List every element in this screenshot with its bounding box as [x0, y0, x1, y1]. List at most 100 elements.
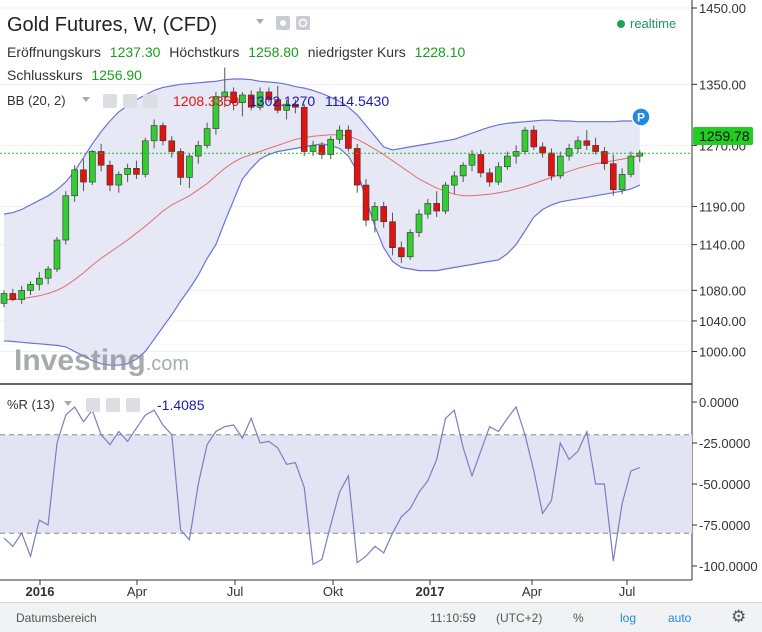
close-icon[interactable]	[143, 94, 157, 108]
candle-body	[0, 293, 8, 304]
candle-body	[27, 284, 34, 291]
chevron-down-icon[interactable]	[82, 97, 90, 102]
candle-body	[239, 94, 246, 103]
candle-body	[556, 155, 564, 177]
candle-body	[398, 247, 405, 258]
timezone-label[interactable]: (UTC+2)	[496, 611, 543, 625]
williams-r-zone	[0, 434, 692, 534]
candle-body	[44, 268, 52, 279]
candle	[300, 104, 308, 157]
gear-icon[interactable]	[296, 16, 310, 30]
candle	[504, 151, 511, 170]
candle	[601, 146, 608, 170]
candle	[53, 236, 61, 273]
close-icon[interactable]	[126, 398, 140, 412]
candle-body	[495, 166, 502, 183]
auto-toggle[interactable]: auto	[668, 611, 692, 625]
candle	[89, 149, 96, 186]
candle	[36, 272, 43, 291]
candle	[468, 149, 476, 172]
candle-body	[592, 145, 599, 152]
candle	[247, 90, 255, 111]
eye-icon[interactable]	[86, 398, 100, 412]
candle-body	[300, 106, 308, 152]
candle-body	[345, 129, 352, 149]
candle-body	[221, 91, 229, 97]
bollinger-upper-band	[3, 78, 640, 215]
candle-body	[336, 129, 343, 140]
wr-tick-label: 0.0000	[699, 395, 739, 410]
candle-body	[424, 203, 432, 215]
candle	[627, 151, 635, 178]
candle	[133, 160, 140, 179]
bb-lower-value: 1114.5430	[325, 93, 389, 109]
candle	[486, 168, 493, 187]
price-tick-label: 1140.00	[699, 238, 745, 253]
candle-body	[601, 151, 608, 165]
clock-time: 11:10:59	[430, 611, 476, 625]
realtime-label: realtime	[630, 16, 676, 31]
settings-gear-icon[interactable]: ⚙	[731, 607, 747, 626]
candle-body	[353, 148, 361, 186]
percent-toggle[interactable]: %	[573, 611, 584, 625]
candle-body	[283, 103, 290, 111]
candle	[18, 285, 25, 305]
candle-body	[539, 146, 546, 154]
candle-body	[133, 167, 140, 175]
time-tick-label: Jul	[227, 584, 244, 599]
price-tick-label: 1450.00	[699, 1, 746, 16]
wr-tick-label: -75.0000	[699, 518, 750, 533]
candle-body	[327, 138, 335, 155]
gear-icon[interactable]	[106, 398, 120, 412]
candle-body	[415, 213, 423, 233]
candle-body	[389, 221, 396, 248]
candle	[212, 91, 220, 135]
candle	[353, 143, 361, 193]
candle	[592, 137, 599, 155]
candle-body	[512, 151, 520, 157]
candle	[530, 125, 538, 150]
bb-middle-value: 1208.3350	[173, 93, 239, 109]
candle-body	[89, 151, 96, 183]
price-tick-label: 1350.00	[699, 77, 746, 92]
candle-body	[521, 129, 529, 152]
candle	[230, 87, 237, 111]
candle	[71, 165, 78, 202]
candle-body	[141, 140, 149, 175]
candle-body	[71, 169, 78, 197]
candle	[327, 136, 335, 160]
price-tick-label: 1040.00	[699, 314, 746, 329]
candle	[636, 149, 644, 163]
time-tick-label: Okt	[323, 584, 344, 599]
candle	[80, 159, 87, 192]
price-pane	[0, 7, 692, 366]
candle-body	[212, 96, 220, 129]
chart-title: Gold Futures, W, (CFD)	[7, 14, 217, 36]
candle	[256, 87, 264, 111]
chevron-down-icon[interactable]	[64, 401, 72, 406]
candle	[477, 149, 485, 178]
williams-r-line	[3, 405, 641, 566]
candle-body	[504, 155, 511, 168]
candle	[27, 281, 34, 295]
p-marker[interactable]	[631, 107, 651, 127]
candle	[539, 142, 546, 158]
wr-legend-label: %R (13)	[7, 397, 55, 412]
bollinger-middle-band	[4, 134, 640, 301]
candle-body	[274, 99, 282, 111]
candle-body	[159, 125, 167, 142]
eye-icon-pupil	[280, 20, 286, 26]
candle-body	[62, 195, 70, 241]
candle-body	[150, 125, 158, 142]
chevron-down-icon[interactable]	[256, 19, 264, 24]
candle-body	[18, 290, 25, 300]
candle	[521, 127, 529, 155]
eye-icon[interactable]	[103, 94, 117, 108]
candle-body	[609, 163, 617, 190]
candle-body	[318, 145, 326, 155]
log-toggle[interactable]: log	[620, 611, 637, 625]
gear-icon[interactable]	[123, 94, 137, 108]
candle-body	[380, 206, 387, 223]
candle-body	[80, 169, 87, 183]
date-range-button[interactable]: Datumsbereich	[16, 611, 97, 625]
